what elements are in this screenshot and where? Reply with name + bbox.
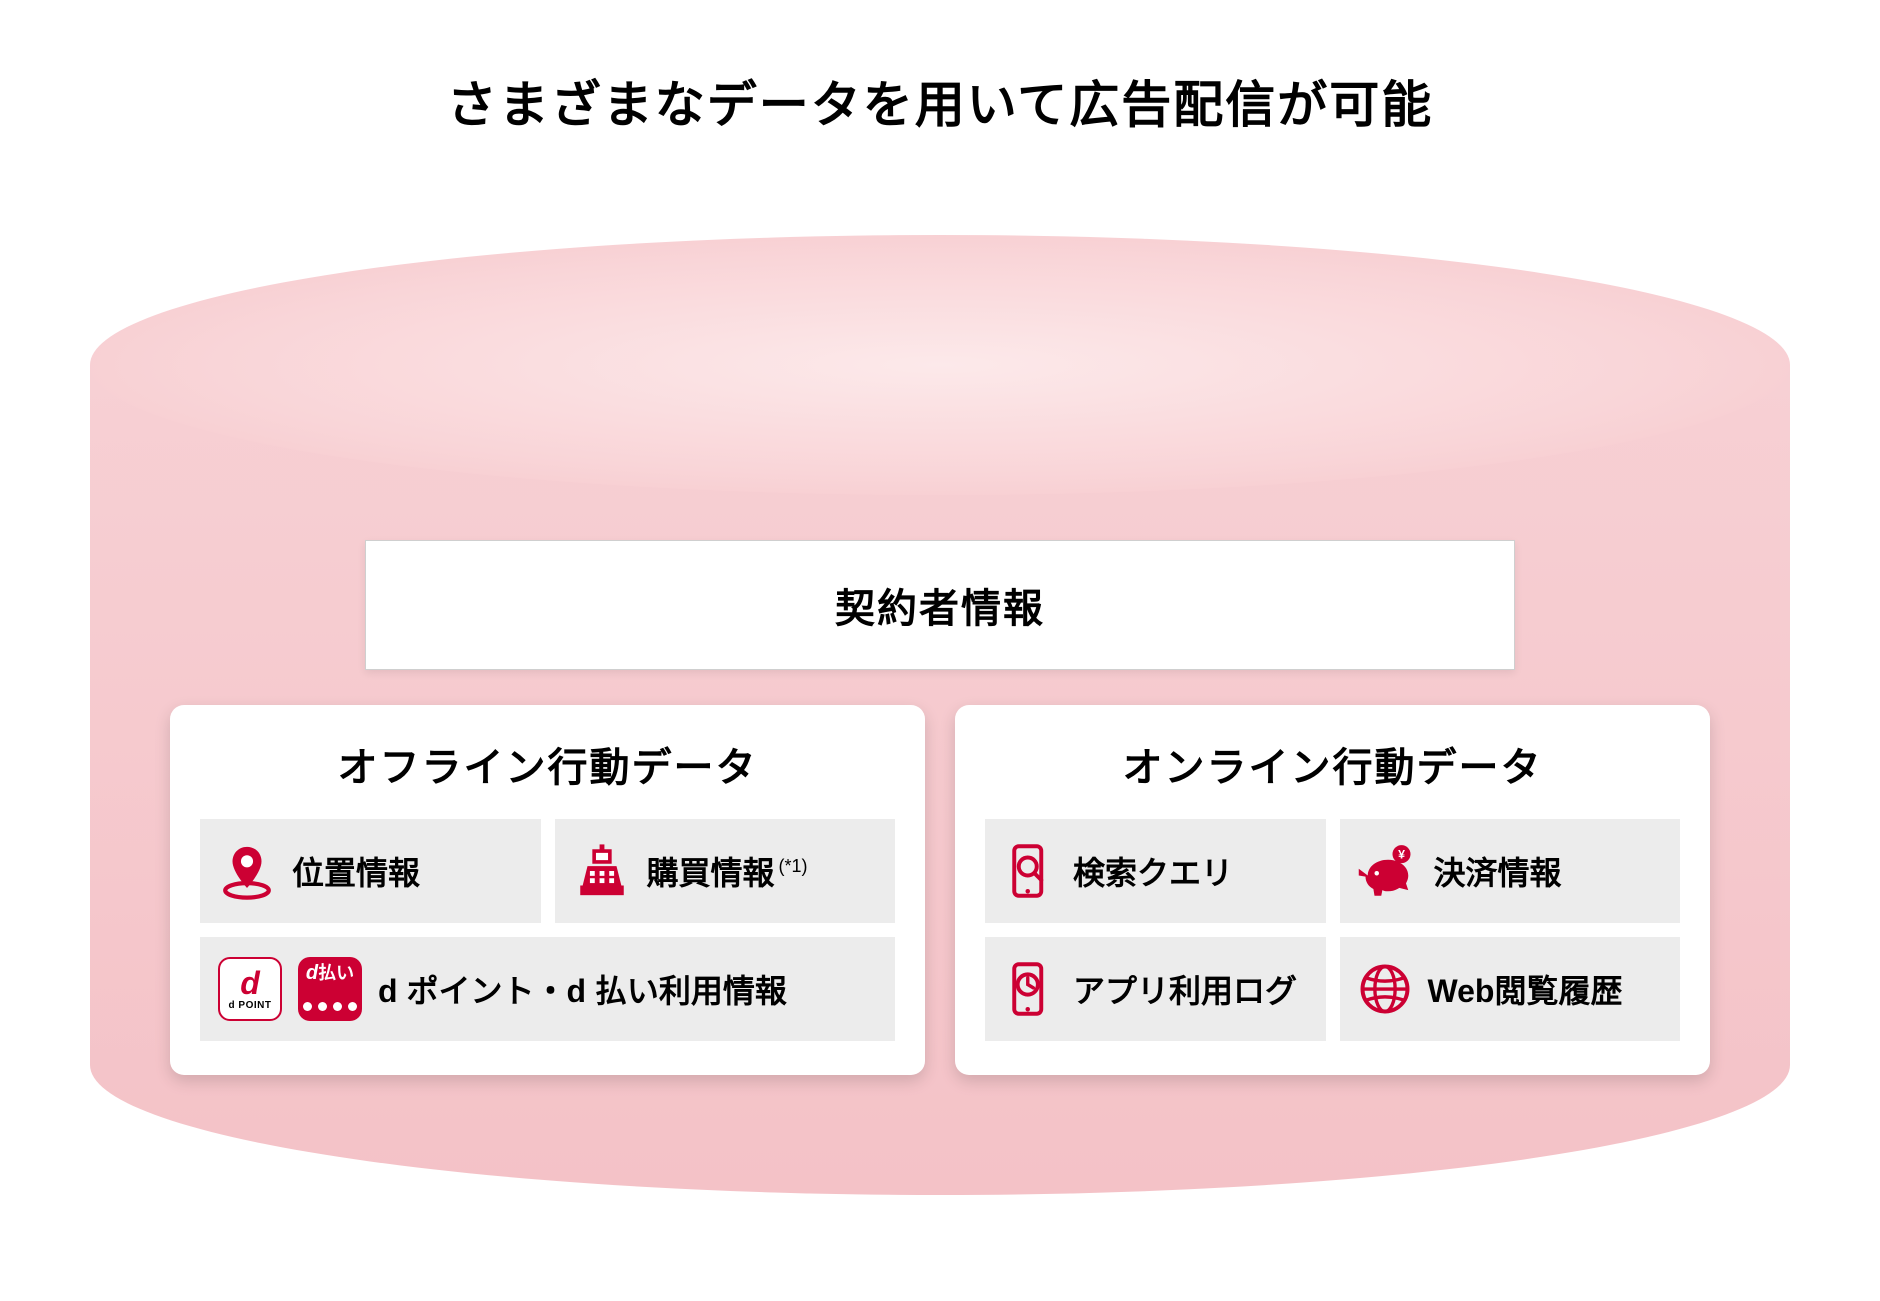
- chip-payment-label: 決済情報: [1434, 848, 1562, 894]
- chip-purchase: 購買情報(*1): [555, 819, 896, 923]
- chip-applog-label: アプリ利用ログ: [1073, 966, 1297, 1012]
- svg-text:¥: ¥: [1398, 848, 1405, 862]
- chip-applog: アプリ利用ログ: [985, 937, 1326, 1041]
- chip-dpoint-dbarai-label: d ポイント・d 払い利用情報: [378, 966, 787, 1012]
- chip-webhistory: Web閲覧履歴: [1340, 937, 1681, 1041]
- chip-purchase-label: 購買情報(*1): [647, 848, 808, 894]
- chip-location-label: 位置情報: [292, 848, 420, 894]
- offline-chips: 位置情報: [200, 819, 895, 1041]
- chip-search: 検索クエリ: [985, 819, 1326, 923]
- dbarai-text: 払い: [318, 963, 354, 983]
- phone-clock-icon: [1003, 962, 1057, 1016]
- location-pin-icon: [218, 842, 276, 900]
- offline-panel-title: オフライン行動データ: [200, 735, 895, 793]
- chip-search-label: 検索クエリ: [1073, 848, 1233, 894]
- offline-panel: オフライン行動データ 位置情報: [170, 705, 925, 1075]
- phone-search-icon: [1003, 844, 1057, 898]
- online-panel-title: オンライン行動データ: [985, 735, 1680, 793]
- online-panel: オンライン行動データ 検索クエリ: [955, 705, 1710, 1075]
- cylinder-top-ellipse: [90, 235, 1790, 495]
- dpoint-badge-icon: d d POINT: [218, 957, 282, 1021]
- data-cylinder: ドコモが保有するデータ 契約者情報 オフライン行動データ: [90, 235, 1790, 1195]
- online-chips: 検索クエリ ¥ 決済情報: [985, 819, 1680, 1041]
- chip-dpoint-dbarai: d d POINT d払い d ポイント・d 払い利用情報: [200, 937, 895, 1041]
- dbarai-badge-icon: d払い: [298, 957, 362, 1021]
- piggy-bank-icon: ¥: [1358, 844, 1418, 898]
- chip-location: 位置情報: [200, 819, 541, 923]
- chip-webhistory-label: Web閲覧履歴: [1428, 966, 1623, 1012]
- page-title: さまざまなデータを用いて広告配信が可能: [0, 65, 1880, 137]
- cylinder-content: 契約者情報 オフライン行動データ: [170, 540, 1710, 1075]
- globe-icon: [1358, 962, 1412, 1016]
- chip-payment: ¥ 決済情報: [1340, 819, 1681, 923]
- contract-info-box: 契約者情報: [365, 540, 1515, 670]
- panels-row: オフライン行動データ 位置情報: [170, 705, 1710, 1075]
- cash-register-icon: [573, 842, 631, 900]
